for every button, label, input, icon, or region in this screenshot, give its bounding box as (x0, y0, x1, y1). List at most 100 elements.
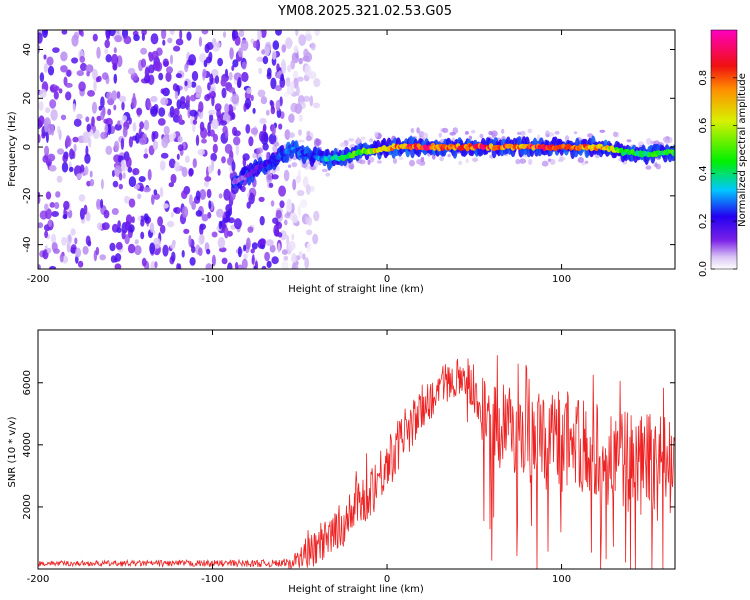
spectrogram-cell (278, 123, 283, 130)
spectrogram-cell (515, 158, 521, 165)
spectrogram-cell (105, 145, 113, 155)
x-tick-label: -200 (27, 274, 50, 285)
spectrogram-cell (268, 182, 274, 188)
spectrogram-cell (101, 222, 110, 231)
spectrogram-cell (43, 63, 49, 73)
spectrogram-cell (295, 30, 299, 36)
spectrogram-cell (198, 234, 205, 246)
spectrogram-cell (155, 61, 163, 72)
spectrogram-cell (225, 210, 231, 219)
spectrogram-cell (286, 39, 293, 47)
spectrogram-cell (121, 229, 126, 240)
spectrogram-cell (254, 260, 258, 269)
spectrogram-cell (150, 95, 158, 103)
spectrogram-cell (51, 211, 59, 217)
spectrogram-cell (73, 118, 82, 127)
spectrogram-cell (584, 160, 589, 164)
spectrogram-cell (111, 208, 119, 215)
spectrogram-cell (159, 224, 166, 234)
spectrogram-cell (134, 245, 142, 256)
spectrogram-cell (275, 30, 282, 36)
spectrogram-cell (269, 244, 276, 253)
spectrogram-cell (100, 96, 105, 108)
spectrogram-cell (43, 54, 47, 60)
spectrogram-cell (491, 132, 496, 139)
spectrogram-cell (206, 188, 212, 199)
spectrogram-cell (300, 199, 308, 209)
spectrogram-cell (47, 153, 56, 162)
spectrogram-cell (161, 30, 167, 40)
spectrogram-cell (398, 157, 404, 160)
spectrogram-cell (52, 47, 60, 53)
spectrogram-cell (284, 219, 288, 226)
spectrogram-cell (211, 231, 218, 238)
x-tick-label: 0 (384, 574, 390, 585)
spectrogram-cell (123, 35, 132, 45)
y-tick-label: 0 (22, 144, 33, 150)
spectrogram-cell (291, 253, 297, 264)
spectrogram-cell (84, 165, 89, 176)
spectrogram-cell (272, 144, 278, 153)
spectrogram-cell (162, 244, 169, 257)
spectrogram-cell (180, 96, 186, 104)
spectrogram-cell (276, 63, 280, 72)
spectrogram-cell (272, 217, 279, 224)
spectrogram-cell (42, 30, 48, 38)
spectrogram-cell (218, 193, 223, 199)
spectrogram-cell (204, 180, 209, 188)
spectrogram-cell (527, 128, 533, 134)
spectrogram-cell (501, 128, 505, 134)
spectrogram-cell (167, 37, 173, 44)
spectrogram-cell (113, 47, 117, 54)
spectrogram-cell (626, 139, 632, 143)
spectrogram-cell (262, 143, 269, 151)
spectrogram-cell (159, 160, 166, 171)
spectrogram-cell (86, 71, 90, 77)
spectrogram-cell (223, 188, 231, 201)
spectrogram-cell (107, 108, 112, 116)
spectrogram-cell (257, 89, 266, 98)
spectrogram-cell (60, 51, 68, 62)
spectrogram-cell (137, 215, 142, 222)
spectrogram-cell (168, 182, 174, 188)
snr-x-label: Height of straight line (km) (288, 584, 424, 595)
spectrogram-cell (315, 138, 322, 146)
spectrogram-cell (305, 34, 313, 42)
spectrogram-cell (223, 226, 229, 239)
spectrogram-cell (281, 44, 287, 53)
spectrogram-cell (284, 129, 291, 141)
spectrogram-cell (206, 248, 211, 255)
colorbar-gradient (710, 29, 738, 270)
spectrogram-cell (45, 208, 52, 220)
spectrogram-cell (121, 115, 127, 122)
spectrogram-cell (309, 95, 314, 107)
spectrogram-cell (163, 88, 167, 94)
spectrogram-cell (169, 106, 175, 118)
spectrogram-cell (184, 80, 188, 87)
spectrogram-cell (39, 88, 47, 98)
spectrogram-cell (577, 157, 584, 163)
spectrogram-cell (111, 53, 119, 66)
spectrogram-cell (190, 94, 197, 102)
spectrogram-cell (265, 109, 270, 116)
spectrogram-cell (285, 80, 291, 87)
spectrogram-cell (128, 117, 132, 125)
spectrogram-cell (549, 158, 556, 165)
spectrogram-cell (303, 48, 309, 58)
spectrogram-cell (86, 123, 91, 133)
spectrogram-cell (56, 175, 63, 183)
spectrogram-cell (242, 153, 250, 161)
spectrogram-cell (278, 185, 286, 197)
spectrogram-cell (138, 137, 147, 145)
spectrogram-cell (267, 174, 272, 181)
spectrogram-cell (141, 257, 147, 267)
chart-title: YM08.2025.321.02.53.G05 (277, 4, 452, 19)
spectrogram-cell (170, 212, 174, 218)
spectrogram-cell (73, 143, 77, 153)
spectrogram-cell (65, 135, 71, 148)
spectrogram-cell (134, 239, 139, 245)
spectrogram-cell (124, 234, 130, 245)
snr-plot-area (38, 355, 675, 569)
spectrogram-cell (297, 139, 305, 143)
spectrogram-cell (195, 210, 203, 217)
